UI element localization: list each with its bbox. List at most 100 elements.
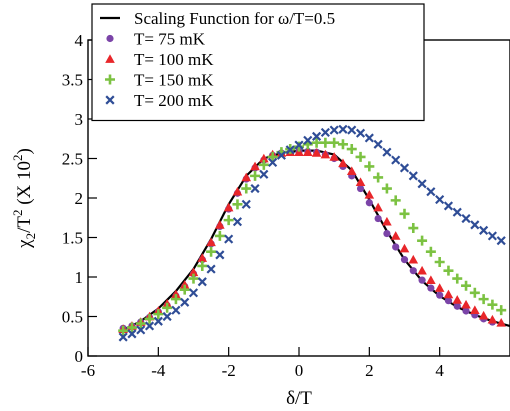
data-point bbox=[294, 140, 304, 150]
data-point bbox=[311, 148, 322, 157]
legend-entry: Scaling Function for ω/T=0.5 bbox=[100, 9, 335, 28]
data-point bbox=[443, 265, 454, 276]
x-tick-label: -6 bbox=[81, 361, 95, 380]
data-point bbox=[179, 280, 190, 289]
data-point bbox=[232, 199, 243, 210]
data-point bbox=[408, 254, 419, 264]
data-point bbox=[267, 151, 278, 162]
data-point bbox=[399, 163, 410, 173]
data-point bbox=[285, 145, 295, 155]
data-point bbox=[470, 305, 480, 315]
data-point bbox=[418, 276, 426, 284]
data-point bbox=[496, 236, 506, 246]
data-point bbox=[452, 273, 463, 284]
data-point bbox=[487, 314, 498, 324]
data-point bbox=[355, 151, 366, 162]
x-tick-label: -2 bbox=[222, 361, 236, 380]
y-tick-label: 1.5 bbox=[62, 229, 83, 248]
data-point bbox=[427, 284, 435, 292]
data-point bbox=[452, 207, 462, 217]
data-point bbox=[487, 299, 498, 310]
data-point bbox=[144, 313, 155, 324]
data-point bbox=[302, 147, 313, 157]
data-point bbox=[462, 307, 470, 315]
data-point bbox=[188, 267, 199, 277]
scaling-function-line bbox=[122, 149, 510, 331]
data-point bbox=[136, 325, 146, 335]
data-point bbox=[153, 316, 163, 326]
data-point bbox=[436, 291, 444, 299]
data-point bbox=[452, 295, 463, 304]
data-point bbox=[118, 332, 128, 342]
data-point bbox=[294, 147, 304, 157]
data-point bbox=[364, 133, 374, 143]
data-point bbox=[179, 284, 190, 295]
data-point bbox=[188, 288, 199, 298]
data-point bbox=[356, 184, 365, 193]
y-axis-title-main: χ bbox=[14, 239, 35, 249]
data-point bbox=[329, 125, 339, 135]
data-point bbox=[197, 260, 208, 271]
y-axis-title-group: χ2/T2 (X 102) bbox=[10, 148, 38, 249]
data-point bbox=[250, 161, 260, 171]
data-point bbox=[162, 302, 173, 313]
y-tick-label: 3 bbox=[75, 110, 84, 129]
data-point bbox=[153, 309, 164, 320]
data-point bbox=[355, 128, 366, 138]
y-axis-title: χ2/T2 (X 102) bbox=[10, 148, 38, 249]
data-point bbox=[294, 141, 304, 152]
data-point bbox=[170, 294, 181, 305]
legend-entry: T= 75 mK bbox=[106, 30, 206, 49]
data-point bbox=[162, 311, 172, 322]
x-axis-title-group: δ/T bbox=[286, 388, 312, 409]
legend: Scaling Function for ω/T=0.5 T= 75 mKT= 1… bbox=[91, 3, 425, 122]
y-axis-title-paren: (X 10 bbox=[14, 161, 35, 210]
data-point bbox=[478, 310, 489, 320]
data-point bbox=[417, 265, 427, 275]
data-point bbox=[444, 297, 453, 305]
series-circle bbox=[119, 147, 497, 332]
data-point bbox=[197, 277, 207, 287]
series-cross bbox=[118, 124, 506, 342]
data-point bbox=[408, 171, 418, 181]
data-point bbox=[118, 325, 129, 336]
data-point bbox=[320, 149, 331, 159]
legend-marker bbox=[105, 54, 115, 63]
data-point bbox=[232, 186, 243, 196]
data-point bbox=[188, 273, 199, 284]
y-axis-title-paren-sup: 2 bbox=[10, 154, 25, 161]
legend-entry: T= 100 mK bbox=[105, 50, 214, 69]
data-point bbox=[417, 179, 427, 189]
data-point bbox=[312, 131, 322, 141]
data-point bbox=[461, 299, 471, 309]
y-axis-title-close: ) bbox=[14, 148, 35, 154]
data-point bbox=[461, 280, 472, 291]
data-point bbox=[135, 318, 146, 329]
data-point bbox=[171, 305, 181, 315]
data-point bbox=[259, 169, 269, 179]
data-point bbox=[399, 208, 410, 219]
data-point bbox=[206, 237, 216, 247]
data-point bbox=[144, 321, 155, 331]
data-point bbox=[425, 246, 436, 257]
data-point bbox=[276, 150, 286, 160]
data-point bbox=[250, 183, 260, 194]
data-point bbox=[496, 305, 507, 316]
data-point bbox=[180, 297, 190, 307]
data-point bbox=[392, 243, 400, 251]
data-point bbox=[373, 202, 383, 212]
data-point bbox=[215, 220, 225, 229]
data-point bbox=[373, 172, 384, 183]
data-point bbox=[461, 213, 471, 224]
legend-label: T= 100 mK bbox=[134, 50, 214, 69]
x-tick-label: 2 bbox=[365, 361, 374, 380]
data-point bbox=[478, 294, 489, 305]
data-point bbox=[365, 199, 373, 207]
y-tick-label: 1 bbox=[75, 268, 84, 287]
y-tick-label: 2 bbox=[75, 189, 84, 208]
data-point bbox=[320, 127, 330, 138]
data-point bbox=[434, 256, 445, 267]
data-point bbox=[408, 223, 419, 234]
data-point bbox=[215, 250, 225, 260]
